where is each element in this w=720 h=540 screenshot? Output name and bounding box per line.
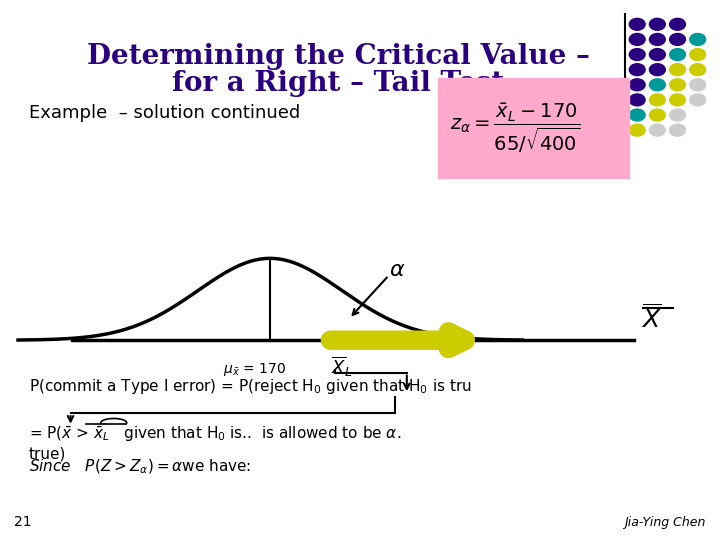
Circle shape bbox=[629, 79, 645, 91]
Text: $z_\alpha = \dfrac{\bar{x}_L - 170}{65/\sqrt{400}}$: $z_\alpha = \dfrac{\bar{x}_L - 170}{65/\… bbox=[450, 102, 581, 156]
Circle shape bbox=[649, 18, 665, 30]
Text: $\overline{X}$: $\overline{X}$ bbox=[641, 304, 662, 333]
Text: = P($\bar{x}$ > $\bar{x}_L$   given that H$_0$ is..  is allowed to be $\alpha$.: = P($\bar{x}$ > $\bar{x}_L$ given that H… bbox=[29, 425, 401, 444]
Circle shape bbox=[690, 49, 706, 60]
Text: $\mathit{Since}$   $P(Z > Z_\alpha) = \alpha$we have:: $\mathit{Since}$ $P(Z > Z_\alpha) = \alp… bbox=[29, 458, 251, 476]
Text: Determining the Critical Value –: Determining the Critical Value – bbox=[87, 43, 590, 70]
Circle shape bbox=[649, 109, 665, 121]
Text: Jia-Ying Chen: Jia-Ying Chen bbox=[624, 516, 706, 529]
Text: for a Right – Tail Test: for a Right – Tail Test bbox=[172, 70, 505, 97]
Circle shape bbox=[670, 64, 685, 76]
Circle shape bbox=[670, 33, 685, 45]
Circle shape bbox=[629, 109, 645, 121]
Text: $\alpha$: $\alpha$ bbox=[389, 260, 405, 280]
Circle shape bbox=[629, 124, 645, 136]
Circle shape bbox=[670, 124, 685, 136]
Circle shape bbox=[649, 94, 665, 106]
Circle shape bbox=[670, 49, 685, 60]
Circle shape bbox=[690, 94, 706, 106]
Circle shape bbox=[670, 18, 685, 30]
Circle shape bbox=[649, 64, 665, 76]
Circle shape bbox=[670, 94, 685, 106]
Circle shape bbox=[649, 49, 665, 60]
FancyBboxPatch shape bbox=[438, 78, 629, 178]
Circle shape bbox=[629, 49, 645, 60]
Circle shape bbox=[629, 18, 645, 30]
Text: Example  – solution continued: Example – solution continued bbox=[29, 104, 300, 123]
Circle shape bbox=[629, 64, 645, 76]
Text: $\mu_{\bar{x}}$ = 170: $\mu_{\bar{x}}$ = 170 bbox=[223, 361, 287, 379]
Text: true): true) bbox=[29, 446, 66, 461]
Circle shape bbox=[629, 33, 645, 45]
Text: $\overline{X}_L$: $\overline{X}_L$ bbox=[331, 355, 353, 380]
Circle shape bbox=[690, 64, 706, 76]
Circle shape bbox=[629, 94, 645, 106]
Circle shape bbox=[670, 79, 685, 91]
Circle shape bbox=[690, 33, 706, 45]
Circle shape bbox=[649, 33, 665, 45]
Circle shape bbox=[649, 124, 665, 136]
Circle shape bbox=[649, 79, 665, 91]
Text: P(commit a Type I error) = P(reject H$_0$ given that H$_0$ is tru: P(commit a Type I error) = P(reject H$_0… bbox=[29, 376, 472, 396]
Text: 21: 21 bbox=[14, 515, 32, 529]
Circle shape bbox=[670, 109, 685, 121]
Circle shape bbox=[690, 79, 706, 91]
